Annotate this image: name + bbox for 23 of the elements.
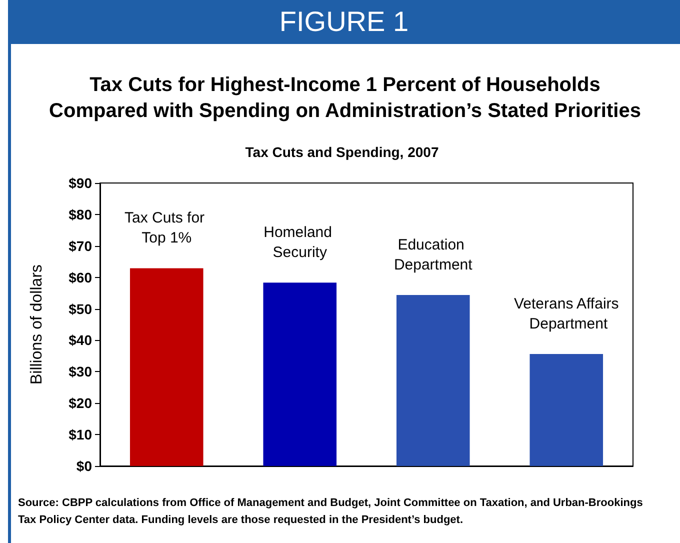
y-axis-title: Billions of dollars	[28, 264, 46, 385]
y-tick-label: $50	[68, 300, 92, 317]
y-tick-label: $0	[76, 458, 92, 474]
bar	[263, 282, 337, 466]
y-tick-label: $30	[68, 364, 92, 380]
y-tick-label: $90	[68, 175, 92, 191]
y-tick-label: $70	[68, 238, 92, 254]
caption: FIGURE 1	[8, 0, 680, 44]
y-tick-label: $10	[68, 426, 92, 443]
bar	[396, 294, 470, 466]
y-tick-label: $20	[68, 395, 92, 412]
chart-subtitle: Tax Cuts and Spending, 2007	[245, 144, 439, 160]
bar	[530, 354, 604, 466]
source-note: Source: CBPP calculations from Office of Management and Budget, Joint Committee on Taxation, and Urban-Brookings Tax Policy Center data. Funding levels are those requested in the President’s budget.	[18, 496, 644, 528]
x-tick-label: Homeland Security	[264, 224, 336, 262]
y-tick-label: $40	[68, 332, 92, 348]
chart-title: Tax Cuts for Highest-Income 1 Percent of Households Compared with Spending on Administration’s Stated Priorities	[48, 73, 642, 124]
x-tick-label: Veterans Affairs Department	[514, 296, 619, 333]
x-tick-label: Tax Cuts for Top 1%	[124, 210, 209, 247]
x-tick-label: Education Department	[394, 236, 474, 274]
y-tick-label: $60	[68, 269, 92, 286]
y-tick-label: $80	[68, 206, 92, 222]
bar	[130, 268, 204, 466]
